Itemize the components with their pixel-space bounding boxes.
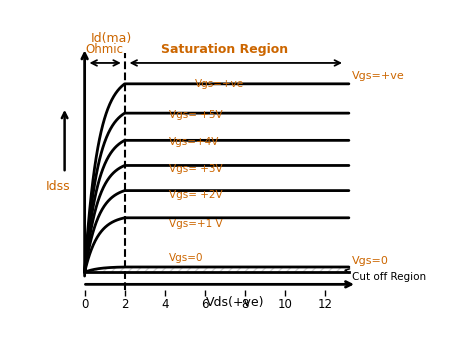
Text: Vgs=+ve: Vgs=+ve [352,71,404,81]
Text: Idss: Idss [46,180,70,193]
Text: Vgs=+1 V: Vgs=+1 V [169,219,222,229]
Text: Vgs= +3V: Vgs= +3V [169,164,222,174]
Text: Id(ma): Id(ma) [91,32,132,45]
Text: Vgs=0: Vgs=0 [352,256,389,266]
Text: Cut off Region: Cut off Region [345,269,426,282]
Text: Saturation Region: Saturation Region [161,43,288,56]
Text: Vgs= +5V: Vgs= +5V [169,110,222,120]
Text: Vgs=+ve: Vgs=+ve [195,79,244,89]
Text: Vgs=+4V: Vgs=+4V [169,137,219,147]
Text: Vgs= +2V: Vgs= +2V [169,190,222,200]
Text: Ohmic: Ohmic [86,43,124,56]
Text: Vds(+ve): Vds(+ve) [206,296,264,310]
Text: Vgs=0: Vgs=0 [169,253,203,263]
